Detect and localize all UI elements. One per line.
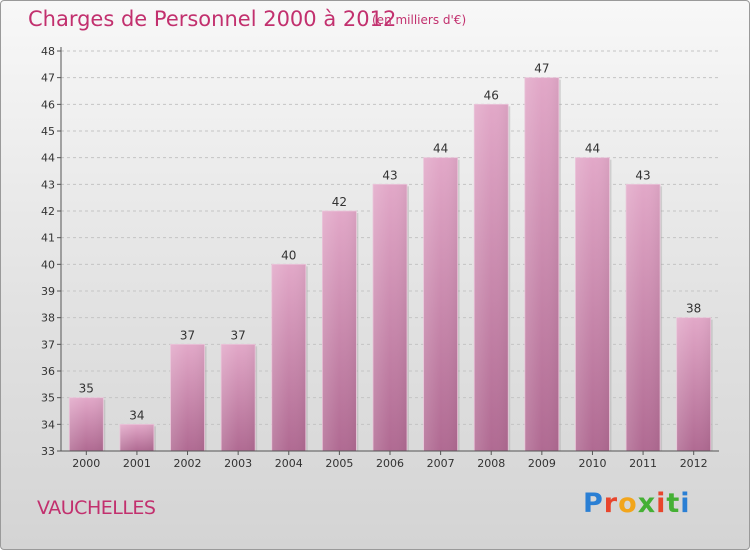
- y-tick-label: 46: [41, 98, 55, 111]
- x-tick-label: 2001: [123, 457, 151, 470]
- x-tick-label: 2011: [629, 457, 657, 470]
- y-tick-label: 42: [41, 205, 55, 218]
- logo-letter: o: [618, 488, 638, 519]
- x-tick-label: 2002: [174, 457, 202, 470]
- bar-highlight: [423, 157, 459, 452]
- x-tick-label: 2009: [528, 457, 556, 470]
- commune-name: VAUCHELLES: [37, 497, 156, 519]
- x-tick-label: 2004: [275, 457, 303, 470]
- y-tick-label: 34: [41, 418, 55, 431]
- y-tick-label: 35: [41, 392, 55, 405]
- y-tick-label: 38: [41, 312, 55, 325]
- data-label: 37: [231, 328, 246, 342]
- logo-letter: r: [603, 488, 619, 519]
- y-tick-label: 45: [41, 125, 55, 138]
- bar-highlight: [676, 317, 712, 452]
- proxiti-logo: Proxiti: [583, 488, 691, 519]
- chart-title: Charges de Personnel 2000 à 2012: [28, 7, 397, 31]
- data-label: 37: [180, 328, 195, 342]
- bar-highlight: [625, 183, 661, 452]
- data-label: 46: [484, 88, 499, 102]
- bar-highlight: [271, 263, 307, 452]
- y-tick-label: 37: [41, 338, 55, 351]
- y-tick-label: 47: [41, 72, 55, 85]
- x-tick-label: 2008: [477, 457, 505, 470]
- bar-highlight: [68, 397, 104, 452]
- chart-subtitle: (en milliers d'€): [372, 13, 467, 27]
- logo-letter: i: [656, 488, 667, 519]
- y-tick-label: 43: [41, 178, 55, 191]
- data-label: 43: [382, 168, 397, 182]
- bar-highlight: [220, 343, 256, 452]
- y-tick-label: 39: [41, 285, 55, 298]
- data-label: 34: [129, 408, 144, 422]
- logo-letter: P: [583, 488, 604, 519]
- data-label: 40: [281, 248, 296, 262]
- data-label: 44: [433, 142, 448, 156]
- logo-letter: t: [666, 488, 681, 519]
- bar-highlight: [473, 103, 509, 452]
- axes: 33 34 35 36 37 38 39 40 41 42 43 44 45 46 47 48 2000 2001…: [41, 45, 719, 470]
- x-tick-label: 2010: [578, 457, 606, 470]
- bar-highlight: [170, 343, 205, 452]
- x-tick-label: 2012: [680, 457, 708, 470]
- data-label: 43: [635, 168, 650, 182]
- x-tick-label: 2006: [376, 457, 404, 470]
- data-label: 47: [534, 62, 549, 76]
- data-label: 38: [686, 302, 701, 316]
- bar-highlight: [524, 77, 560, 452]
- bar-highlight: [372, 183, 408, 452]
- x-tick-label: 2005: [325, 457, 353, 470]
- logo-letter: i: [680, 488, 691, 519]
- y-tick-label: 36: [41, 365, 55, 378]
- data-label: 44: [585, 142, 600, 156]
- y-tick-label: 48: [41, 45, 55, 58]
- data-label: 42: [332, 195, 347, 209]
- data-label: 35: [79, 382, 94, 396]
- x-tick-label: 2003: [224, 457, 252, 470]
- bar-highlight: [321, 210, 357, 452]
- y-tick-label: 44: [41, 152, 55, 165]
- y-tick-label: 33: [41, 445, 55, 458]
- logo-letter: x: [637, 488, 657, 519]
- y-tick-label: 40: [41, 258, 55, 271]
- bar-highlight: [119, 423, 155, 452]
- bars: 35 34 37 37 40 42 43 44 46 47 44 43 38: [68, 62, 713, 452]
- x-tick-label: 2007: [427, 457, 455, 470]
- y-tick-label: 41: [41, 232, 55, 245]
- bar-highlight: [575, 157, 610, 452]
- x-tick-label: 2000: [72, 457, 100, 470]
